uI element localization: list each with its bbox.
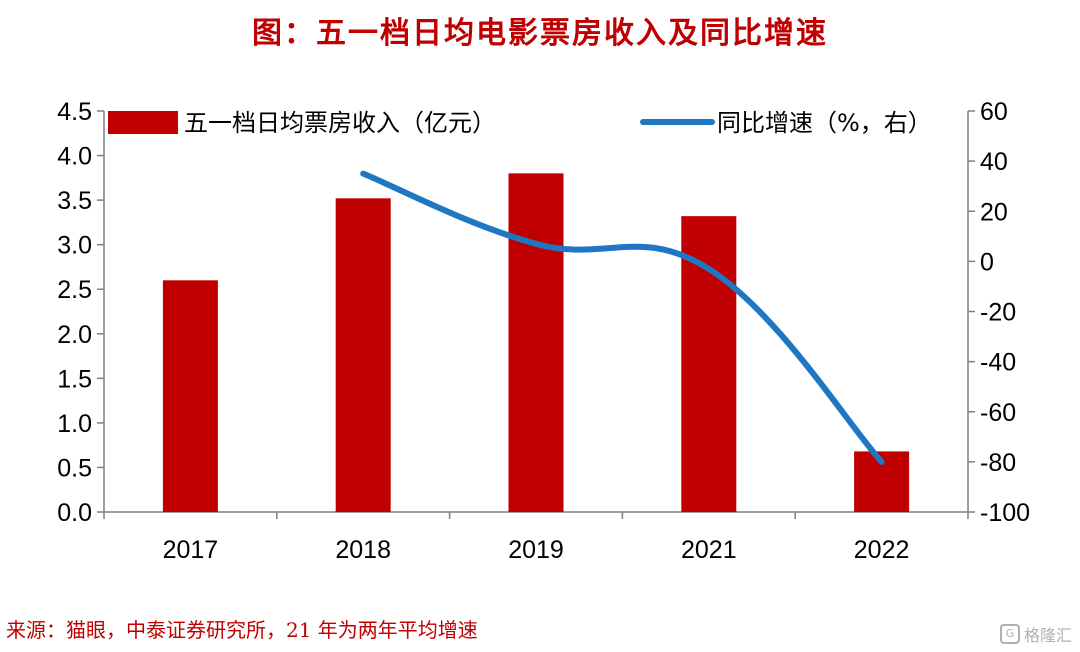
y-right-tick-label: -60 <box>980 399 1016 427</box>
legend-line-label: 同比增速（%，右） <box>717 109 932 137</box>
y-left-tick-label: 4.5 <box>57 98 92 126</box>
source-note: 来源：猫眼，中泰证券研究所，21 年为两年平均增速 <box>6 618 478 642</box>
x-tick-label: 2017 <box>163 536 219 564</box>
bar-2017 <box>162 280 218 512</box>
watermark-logo-icon: G <box>999 624 1020 644</box>
x-tick-label: 2022 <box>854 536 910 564</box>
legend-bar-swatch <box>108 111 178 134</box>
growth-line <box>360 170 885 465</box>
x-tick-label: 2019 <box>508 536 564 564</box>
y-right-tick-label: -20 <box>980 299 1016 327</box>
watermark: G 格隆汇 <box>999 622 1072 646</box>
y-left-tick-label: 2.0 <box>57 321 92 349</box>
y-left-tick-label: 1.5 <box>57 365 92 393</box>
y-left-tick-label: 0.5 <box>57 454 92 482</box>
y-right-tick-label: -40 <box>980 349 1016 377</box>
y-right-tick-label: 40 <box>980 148 1008 176</box>
x-tick-label: 2021 <box>681 536 737 564</box>
watermark-text: 格隆汇 <box>1023 626 1072 645</box>
bar-2018 <box>335 198 391 512</box>
legend-bar-label: 五一档日均票房收入（亿元） <box>184 109 496 137</box>
y-right-tick-label: 60 <box>980 98 1008 126</box>
y-left-tick-label: 2.5 <box>57 276 92 304</box>
y-right-tick-label: -100 <box>980 499 1030 527</box>
y-left-tick-label: 3.0 <box>57 232 92 260</box>
y-left-tick-label: 4.0 <box>57 143 92 171</box>
x-tick-label: 2018 <box>335 536 391 564</box>
bar-2019 <box>508 173 564 512</box>
y-right-tick-label: 0 <box>980 248 994 276</box>
y-left-tick-label: 3.5 <box>57 187 92 215</box>
y-right-tick-label: 20 <box>980 198 1008 226</box>
chart-title: 图：五一档日均电影票房收入及同比增速 <box>252 16 828 51</box>
y-left-tick-label: 1.0 <box>57 410 92 438</box>
y-left-tick-label: 0.0 <box>57 499 92 527</box>
y-right-tick-label: -80 <box>980 449 1016 477</box>
